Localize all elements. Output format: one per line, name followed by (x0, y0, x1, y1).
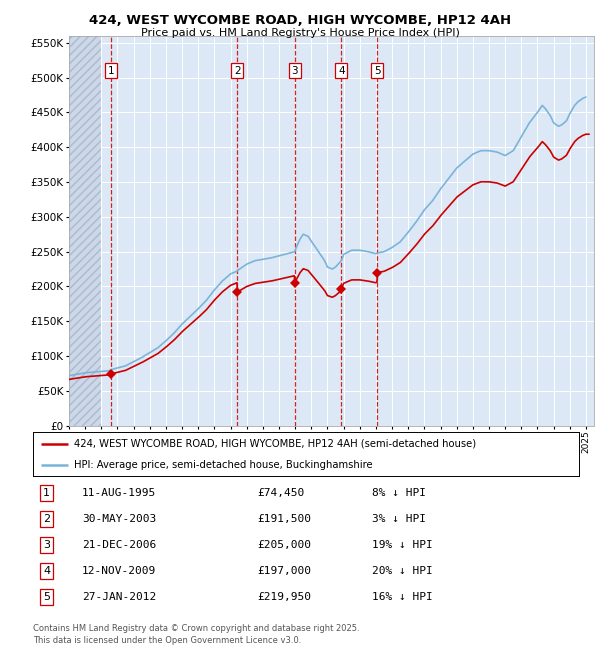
Text: £219,950: £219,950 (257, 592, 311, 602)
Text: £191,500: £191,500 (257, 514, 311, 524)
Text: 3% ↓ HPI: 3% ↓ HPI (371, 514, 425, 524)
Text: 424, WEST WYCOMBE ROAD, HIGH WYCOMBE, HP12 4AH: 424, WEST WYCOMBE ROAD, HIGH WYCOMBE, HP… (89, 14, 511, 27)
Text: 424, WEST WYCOMBE ROAD, HIGH WYCOMBE, HP12 4AH (semi-detached house): 424, WEST WYCOMBE ROAD, HIGH WYCOMBE, HP… (74, 439, 476, 448)
Text: 21-DEC-2006: 21-DEC-2006 (82, 540, 157, 550)
Text: HPI: Average price, semi-detached house, Buckinghamshire: HPI: Average price, semi-detached house,… (74, 460, 373, 470)
Text: 5: 5 (374, 66, 380, 75)
Text: Contains HM Land Registry data © Crown copyright and database right 2025.
This d: Contains HM Land Registry data © Crown c… (33, 624, 359, 645)
Text: 3: 3 (43, 540, 50, 550)
Text: 12-NOV-2009: 12-NOV-2009 (82, 566, 157, 576)
Text: 2: 2 (43, 514, 50, 524)
Text: 11-AUG-1995: 11-AUG-1995 (82, 488, 157, 498)
Text: 4: 4 (338, 66, 344, 75)
Text: Price paid vs. HM Land Registry's House Price Index (HPI): Price paid vs. HM Land Registry's House … (140, 28, 460, 38)
Text: 1: 1 (43, 488, 50, 498)
Bar (69, 36, 101, 426)
Text: 1: 1 (108, 66, 115, 75)
Text: 27-JAN-2012: 27-JAN-2012 (82, 592, 157, 602)
Text: 8% ↓ HPI: 8% ↓ HPI (371, 488, 425, 498)
Text: 20% ↓ HPI: 20% ↓ HPI (371, 566, 432, 576)
Text: 30-MAY-2003: 30-MAY-2003 (82, 514, 157, 524)
Text: 19% ↓ HPI: 19% ↓ HPI (371, 540, 432, 550)
Text: £197,000: £197,000 (257, 566, 311, 576)
Text: £205,000: £205,000 (257, 540, 311, 550)
Text: 16% ↓ HPI: 16% ↓ HPI (371, 592, 432, 602)
Text: 4: 4 (43, 566, 50, 576)
Text: 5: 5 (43, 592, 50, 602)
Text: 2: 2 (234, 66, 241, 75)
Text: 3: 3 (292, 66, 298, 75)
Text: £74,450: £74,450 (257, 488, 304, 498)
